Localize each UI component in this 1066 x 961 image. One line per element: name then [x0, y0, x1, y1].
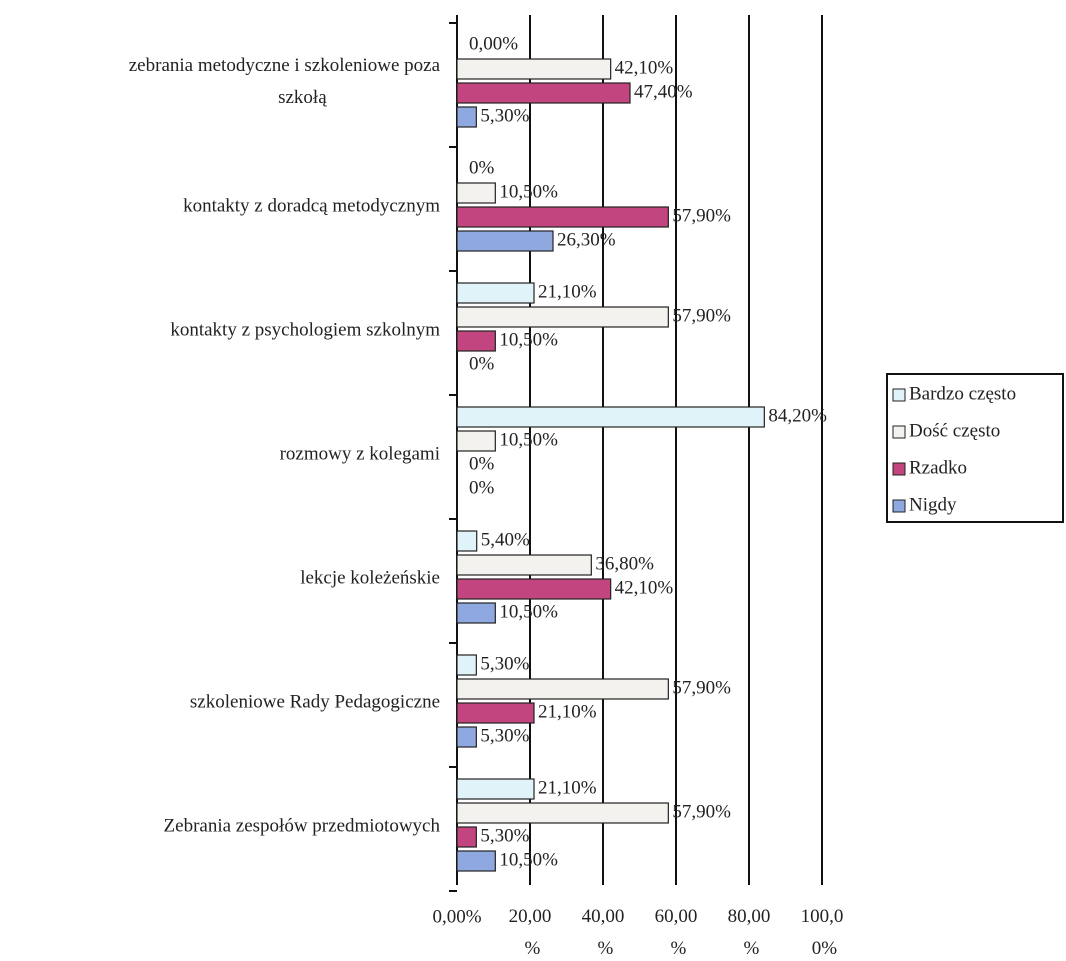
bar: [456, 702, 535, 724]
bar: [456, 530, 478, 552]
x-tick-label: 40,00 %: [582, 906, 625, 959]
bar: [456, 82, 631, 104]
legend-label: Rzadko: [909, 457, 967, 478]
bar: [456, 430, 496, 452]
bar: [456, 182, 496, 204]
value-label: 21,10%: [538, 701, 597, 722]
bar: [456, 578, 612, 600]
legend-label: Dość często: [909, 420, 1000, 441]
value-label: 0%: [469, 453, 495, 474]
legend-label: Bardzo często: [909, 383, 1016, 404]
value-label: 0%: [469, 353, 495, 374]
category-label: zebrania metodyczne i szkoleniowe poza s…: [129, 55, 441, 108]
value-label: 57,90%: [672, 801, 731, 822]
value-label: 57,90%: [672, 305, 731, 326]
bar: [456, 726, 477, 748]
bar: [456, 330, 496, 352]
value-label: 36,80%: [595, 553, 654, 574]
value-label: 0%: [469, 477, 495, 498]
value-label: 5,30%: [480, 105, 529, 126]
value-label: 57,90%: [672, 205, 731, 226]
legend-box: [886, 373, 1064, 523]
value-label: 10,50%: [499, 329, 558, 350]
value-label: 10,50%: [499, 849, 558, 870]
bar: [456, 678, 669, 700]
x-tick-label: 0,00%: [432, 906, 481, 927]
legend-swatch: [892, 388, 906, 402]
legend-swatch: [892, 462, 906, 476]
value-label: 10,50%: [499, 429, 558, 450]
bar: [456, 406, 765, 428]
value-label: 10,50%: [499, 181, 558, 202]
category-label: szkoleniowe Rady Pedagogiczne: [190, 691, 440, 712]
value-label: 84,20%: [768, 405, 827, 426]
bar: [456, 802, 669, 824]
value-label: 26,30%: [557, 229, 616, 250]
bar: [456, 206, 669, 228]
value-label: 0%: [469, 157, 495, 178]
value-label: 21,10%: [538, 281, 597, 302]
value-label: 57,90%: [672, 677, 731, 698]
bar: [456, 58, 612, 80]
x-tick-label: 20,00 %: [509, 906, 552, 959]
value-label: 10,50%: [499, 601, 558, 622]
bar: [456, 306, 669, 328]
value-label: 21,10%: [538, 777, 597, 798]
category-label: rozmowy z kolegami: [280, 443, 440, 464]
x-tick-label: 100,0 0%: [801, 906, 844, 959]
legend-swatch: [892, 425, 906, 439]
bar: [456, 106, 477, 128]
bar: [456, 554, 592, 576]
value-label: 5,40%: [481, 529, 530, 550]
category-label: kontakty z psychologiem szkolnym: [170, 319, 440, 340]
category-label: kontakty z doradcą metodycznym: [183, 195, 440, 216]
legend-swatch: [892, 499, 906, 513]
x-tick-label: 80,00 %: [728, 906, 771, 959]
value-label: 42,10%: [615, 577, 674, 598]
bar: [456, 602, 496, 624]
value-label: 5,30%: [480, 825, 529, 846]
category-label: lekcje koleżeńskie: [300, 567, 440, 588]
bar: [456, 282, 535, 304]
bar: [456, 778, 535, 800]
value-label: 0,00%: [469, 33, 518, 54]
x-tick-label: 60,00 %: [655, 906, 698, 959]
value-label: 5,30%: [480, 725, 529, 746]
category-label: Zebrania zespołów przedmiotowych: [164, 815, 441, 836]
bar: [456, 230, 554, 252]
legend-label: Nigdy: [909, 494, 957, 515]
value-label: 47,40%: [634, 81, 693, 102]
bar: [456, 850, 496, 872]
bar: [456, 654, 477, 676]
value-label: 42,10%: [615, 57, 674, 78]
bar: [456, 826, 477, 848]
value-label: 5,30%: [480, 653, 529, 674]
